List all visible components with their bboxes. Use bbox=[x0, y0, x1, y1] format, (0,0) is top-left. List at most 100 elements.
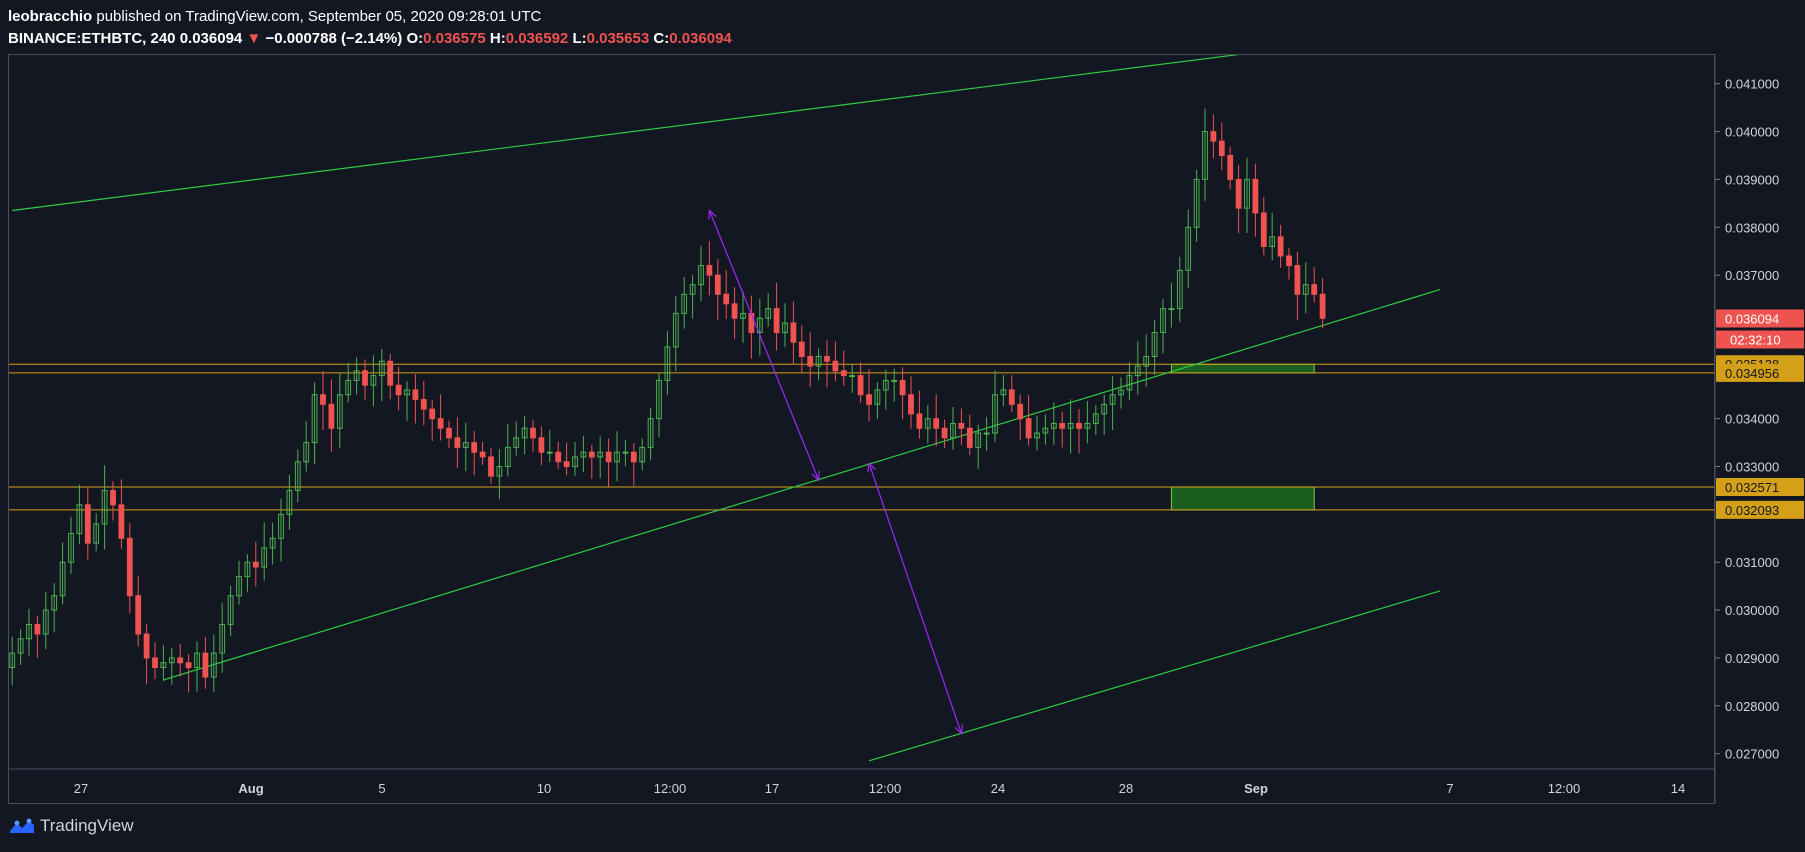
candle[interactable] bbox=[143, 633, 150, 659]
candle[interactable] bbox=[782, 322, 788, 334]
candle[interactable] bbox=[118, 504, 125, 539]
candle[interactable] bbox=[546, 451, 553, 454]
candle[interactable] bbox=[286, 489, 293, 515]
candle[interactable] bbox=[656, 379, 662, 420]
candle[interactable] bbox=[1277, 236, 1284, 257]
candle[interactable] bbox=[420, 399, 427, 410]
tradingview-logo-icon[interactable] bbox=[8, 817, 36, 835]
candle[interactable] bbox=[933, 418, 940, 429]
candle[interactable] bbox=[278, 513, 284, 539]
candle[interactable] bbox=[269, 537, 276, 549]
candle[interactable] bbox=[446, 427, 452, 439]
brand-name[interactable]: TradingView bbox=[40, 816, 134, 835]
candle[interactable] bbox=[866, 394, 872, 405]
candle[interactable] bbox=[345, 379, 352, 396]
candle[interactable] bbox=[1118, 389, 1124, 396]
candle[interactable] bbox=[1050, 422, 1057, 429]
candle[interactable] bbox=[244, 561, 251, 578]
channel-line-lower[interactable] bbox=[868, 590, 1441, 762]
candle[interactable] bbox=[1042, 427, 1049, 434]
candle[interactable] bbox=[1084, 422, 1091, 429]
candle[interactable] bbox=[899, 379, 906, 396]
candle[interactable] bbox=[1218, 140, 1225, 156]
author-name[interactable]: leobracchio bbox=[8, 8, 93, 25]
candle[interactable] bbox=[597, 451, 604, 458]
candle[interactable] bbox=[1244, 178, 1250, 209]
candle[interactable] bbox=[1101, 403, 1108, 415]
candle[interactable] bbox=[471, 442, 478, 453]
candle[interactable] bbox=[706, 265, 713, 276]
candle[interactable] bbox=[76, 504, 83, 535]
candle[interactable] bbox=[992, 394, 998, 434]
candle[interactable] bbox=[555, 451, 562, 463]
candle[interactable] bbox=[824, 355, 830, 362]
candle[interactable] bbox=[219, 623, 226, 654]
candle[interactable] bbox=[1151, 332, 1158, 357]
candle[interactable] bbox=[26, 623, 32, 640]
candle[interactable] bbox=[681, 293, 688, 314]
candle[interactable] bbox=[950, 422, 956, 439]
candle[interactable] bbox=[1076, 422, 1082, 429]
candle[interactable] bbox=[572, 456, 578, 468]
candle[interactable] bbox=[975, 432, 982, 448]
candle[interactable] bbox=[194, 652, 200, 669]
candle[interactable] bbox=[177, 657, 184, 664]
candle[interactable] bbox=[311, 394, 318, 444]
candle[interactable] bbox=[1227, 154, 1234, 180]
candle[interactable] bbox=[185, 662, 192, 669]
candle[interactable] bbox=[454, 437, 461, 448]
candle[interactable] bbox=[59, 561, 66, 597]
candle[interactable] bbox=[723, 293, 730, 305]
candle[interactable] bbox=[479, 451, 486, 458]
candle[interactable] bbox=[908, 394, 914, 415]
candle[interactable] bbox=[748, 312, 755, 334]
candle[interactable] bbox=[1134, 365, 1141, 377]
candle[interactable] bbox=[68, 533, 74, 563]
candle[interactable] bbox=[152, 657, 158, 669]
candle[interactable] bbox=[168, 657, 175, 664]
candle[interactable] bbox=[1176, 269, 1183, 310]
candle[interactable] bbox=[488, 456, 494, 477]
candle[interactable] bbox=[731, 303, 738, 319]
candle[interactable] bbox=[1311, 284, 1318, 295]
candle[interactable] bbox=[614, 451, 620, 463]
candle[interactable] bbox=[126, 537, 133, 597]
candle[interactable] bbox=[622, 451, 629, 454]
candle[interactable] bbox=[672, 312, 679, 348]
candle[interactable] bbox=[1109, 394, 1116, 405]
candle[interactable] bbox=[521, 427, 528, 439]
candle[interactable] bbox=[370, 375, 377, 386]
candle[interactable] bbox=[387, 360, 394, 386]
candle[interactable] bbox=[202, 652, 209, 678]
candle[interactable] bbox=[1294, 265, 1301, 295]
candle[interactable] bbox=[1034, 432, 1040, 439]
candle[interactable] bbox=[328, 403, 335, 429]
candle[interactable] bbox=[916, 413, 923, 429]
candle[interactable] bbox=[34, 623, 41, 635]
candle[interactable] bbox=[1235, 178, 1242, 209]
candle[interactable] bbox=[538, 437, 545, 453]
candle[interactable] bbox=[9, 652, 16, 669]
candle[interactable] bbox=[135, 595, 142, 635]
measure-arrow-0[interactable] bbox=[708, 210, 820, 481]
candle[interactable] bbox=[303, 442, 310, 463]
candle[interactable] bbox=[362, 370, 368, 386]
candle[interactable] bbox=[227, 595, 234, 625]
candle[interactable] bbox=[756, 317, 763, 334]
candle[interactable] bbox=[1260, 212, 1267, 247]
candle[interactable] bbox=[664, 346, 671, 381]
candle[interactable] bbox=[740, 312, 746, 319]
candle[interactable] bbox=[404, 389, 410, 396]
candle[interactable] bbox=[1025, 418, 1032, 439]
candle[interactable] bbox=[353, 370, 360, 381]
candle[interactable] bbox=[160, 662, 167, 669]
candle[interactable] bbox=[1059, 422, 1066, 429]
channel-line-upper[interactable] bbox=[12, 50, 1272, 212]
candle[interactable] bbox=[395, 384, 402, 396]
candle[interactable] bbox=[1126, 375, 1133, 391]
candle[interactable] bbox=[790, 322, 797, 343]
candle[interactable] bbox=[891, 379, 898, 382]
candle[interactable] bbox=[84, 504, 91, 544]
candle[interactable] bbox=[110, 489, 116, 506]
